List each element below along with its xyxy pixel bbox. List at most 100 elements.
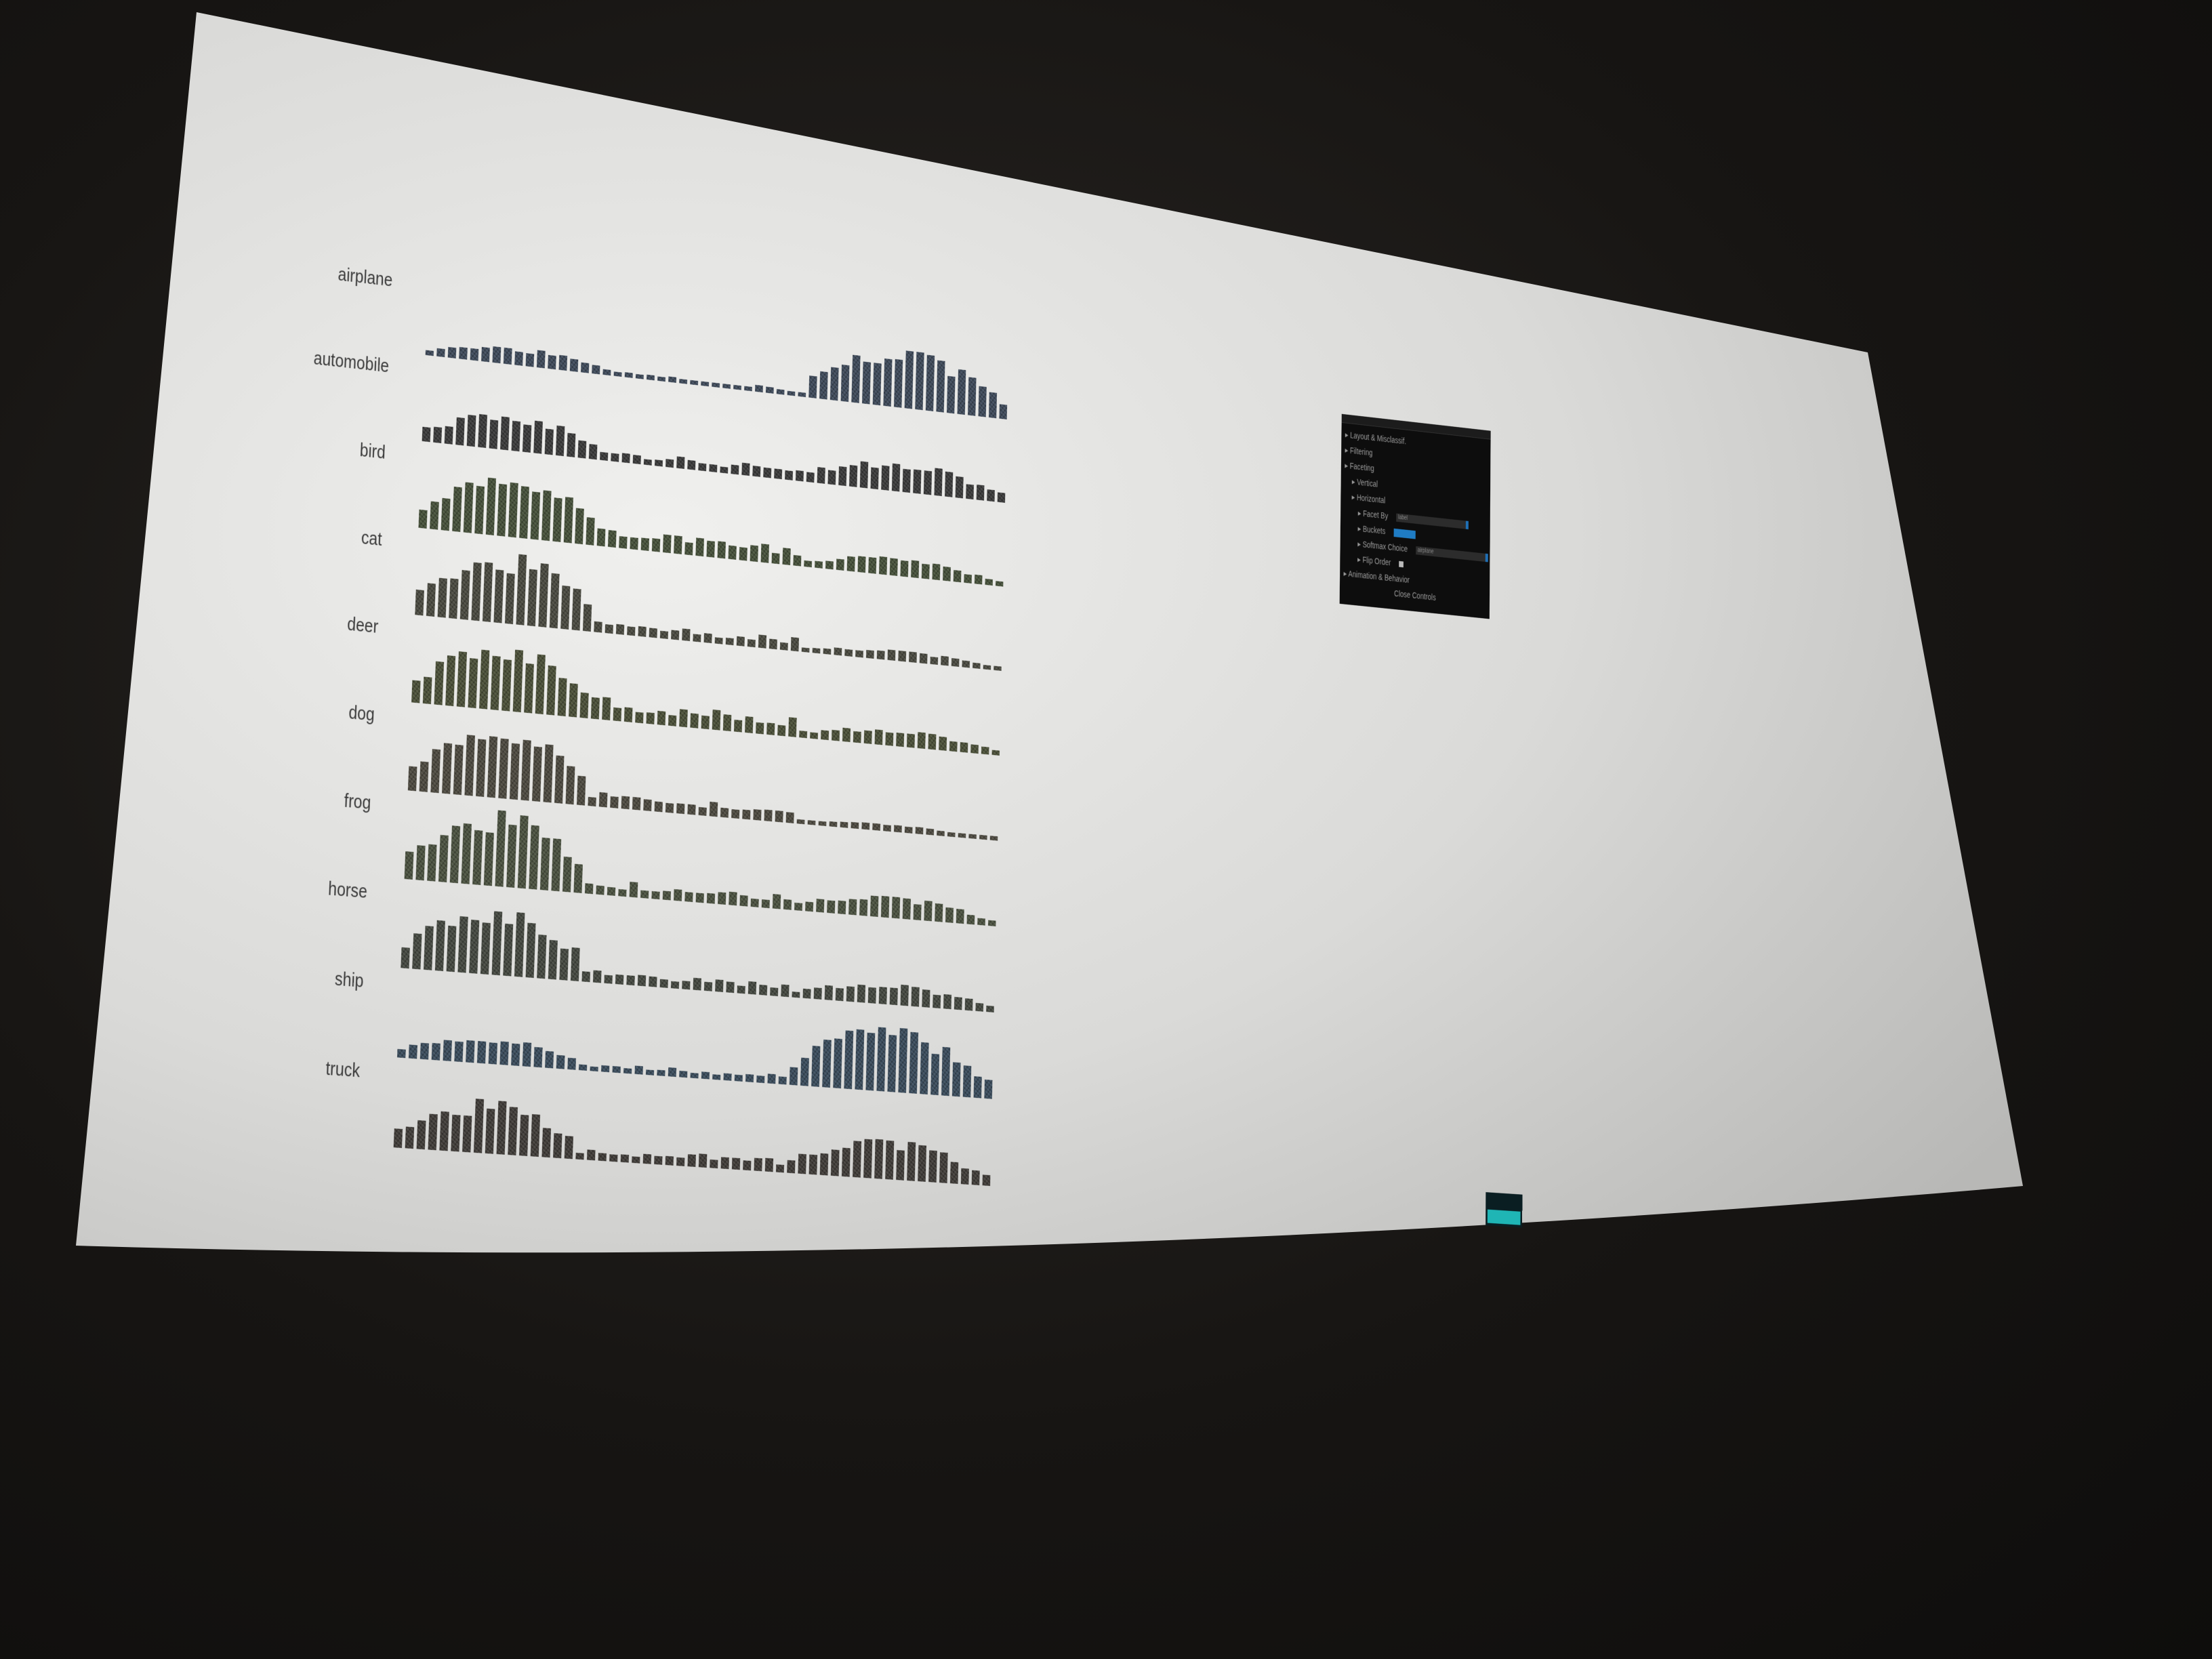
histogram-bar[interactable]: [514, 351, 523, 365]
histogram-bar[interactable]: [825, 560, 834, 569]
histogram-bar[interactable]: [779, 1076, 787, 1084]
histogram-bar[interactable]: [499, 1042, 508, 1065]
histogram-bar[interactable]: [838, 901, 846, 914]
histogram-bar[interactable]: [827, 900, 835, 913]
histogram-bar[interactable]: [876, 1027, 886, 1092]
histogram-bar[interactable]: [739, 895, 747, 907]
histogram-bar[interactable]: [518, 815, 529, 888]
histogram-bar[interactable]: [763, 468, 771, 478]
histogram-bar[interactable]: [452, 487, 462, 532]
histogram-bar[interactable]: [950, 1162, 958, 1184]
histogram-bar[interactable]: [459, 347, 468, 360]
histogram-bar[interactable]: [808, 820, 816, 825]
histogram-bar[interactable]: [860, 462, 868, 489]
histogram-bar[interactable]: [508, 1107, 518, 1155]
histogram-bar[interactable]: [623, 1068, 632, 1073]
histogram-bar[interactable]: [958, 369, 966, 415]
histogram-bar[interactable]: [430, 749, 441, 793]
histogram-bar[interactable]: [722, 384, 731, 389]
histogram-bar[interactable]: [968, 377, 977, 415]
histogram-bar[interactable]: [498, 739, 508, 799]
histogram-bar[interactable]: [537, 935, 546, 979]
histogram-bar[interactable]: [426, 583, 436, 617]
histogram-bar[interactable]: [506, 825, 516, 888]
histogram-bar[interactable]: [638, 626, 646, 637]
histogram-bar[interactable]: [883, 359, 892, 407]
histogram-bar[interactable]: [448, 347, 457, 359]
histogram-bar[interactable]: [671, 981, 679, 989]
histogram-bar[interactable]: [964, 574, 972, 583]
histogram-bar[interactable]: [634, 1065, 642, 1074]
histogram-bar[interactable]: [756, 722, 764, 735]
histogram-bar[interactable]: [640, 890, 649, 899]
histogram-bar[interactable]: [813, 648, 821, 653]
histogram-bar[interactable]: [608, 530, 617, 548]
histogram-bar[interactable]: [602, 369, 611, 375]
histogram-bar[interactable]: [890, 987, 898, 1005]
histogram-bar[interactable]: [868, 987, 876, 1004]
histogram-bar[interactable]: [468, 658, 478, 708]
histogram-bar[interactable]: [712, 1074, 720, 1080]
histogram-bar[interactable]: [737, 985, 745, 994]
histogram-bar[interactable]: [665, 459, 674, 468]
histogram-bar[interactable]: [712, 382, 720, 388]
histogram-bar[interactable]: [729, 892, 737, 906]
histogram-bar[interactable]: [532, 746, 542, 802]
histogram-bar[interactable]: [503, 924, 513, 977]
histogram-bar[interactable]: [875, 729, 883, 745]
histogram-bar[interactable]: [905, 827, 913, 834]
histogram-bar[interactable]: [665, 803, 674, 813]
histogram-bar[interactable]: [581, 971, 590, 982]
histogram-bar[interactable]: [619, 536, 627, 549]
histogram-bar[interactable]: [726, 638, 734, 645]
histogram-bar[interactable]: [457, 651, 467, 707]
histogram-bar[interactable]: [622, 453, 630, 463]
histogram-bar[interactable]: [810, 732, 818, 739]
histogram-bar[interactable]: [428, 1114, 437, 1151]
histogram-bar[interactable]: [935, 903, 943, 922]
histogram-bar[interactable]: [933, 995, 941, 1008]
histogram-bar[interactable]: [591, 697, 600, 720]
histogram-bar[interactable]: [559, 355, 568, 371]
histogram-bar[interactable]: [903, 898, 911, 919]
histogram-bar[interactable]: [585, 883, 593, 894]
histogram-bar[interactable]: [434, 661, 444, 705]
histogram-bar[interactable]: [914, 904, 922, 920]
histogram-bar[interactable]: [715, 979, 723, 992]
histogram-bar[interactable]: [715, 637, 723, 644]
histogram-bar[interactable]: [851, 822, 859, 829]
histogram-bar[interactable]: [806, 472, 815, 483]
histogram-bar[interactable]: [443, 1040, 452, 1061]
histogram-bar[interactable]: [720, 808, 729, 818]
histogram-bar[interactable]: [632, 1156, 640, 1163]
histogram-bar[interactable]: [868, 557, 876, 574]
histogram-bar[interactable]: [790, 1067, 798, 1085]
histogram-bar[interactable]: [752, 466, 760, 477]
histogram-bar[interactable]: [545, 1051, 554, 1069]
histogram-bar[interactable]: [894, 359, 903, 408]
histogram-bar[interactable]: [743, 1160, 751, 1170]
histogram-bar[interactable]: [855, 650, 863, 657]
histogram-bar[interactable]: [977, 918, 985, 926]
histogram-bar[interactable]: [958, 833, 966, 838]
histogram-bar[interactable]: [630, 537, 638, 550]
histogram-bar[interactable]: [445, 655, 455, 706]
histogram-bar[interactable]: [684, 542, 693, 555]
histogram-bar[interactable]: [433, 427, 442, 443]
histogram-bar[interactable]: [604, 975, 612, 984]
histogram-bar[interactable]: [787, 391, 796, 396]
histogram-bar[interactable]: [934, 468, 942, 497]
histogram-bar[interactable]: [989, 392, 997, 419]
histogram-bar[interactable]: [855, 1029, 864, 1090]
histogram-bar[interactable]: [840, 821, 848, 827]
histogram-bar[interactable]: [885, 732, 893, 745]
histogram-bar[interactable]: [520, 740, 531, 801]
histogram-bar[interactable]: [983, 665, 991, 670]
histogram-bar[interactable]: [545, 429, 554, 455]
histogram-bar[interactable]: [462, 1115, 472, 1153]
histogram-bar[interactable]: [866, 650, 874, 659]
histogram-bar[interactable]: [510, 743, 520, 800]
histogram-bar[interactable]: [435, 920, 445, 971]
histogram-bar[interactable]: [803, 989, 811, 999]
histogram-bar[interactable]: [769, 639, 777, 650]
